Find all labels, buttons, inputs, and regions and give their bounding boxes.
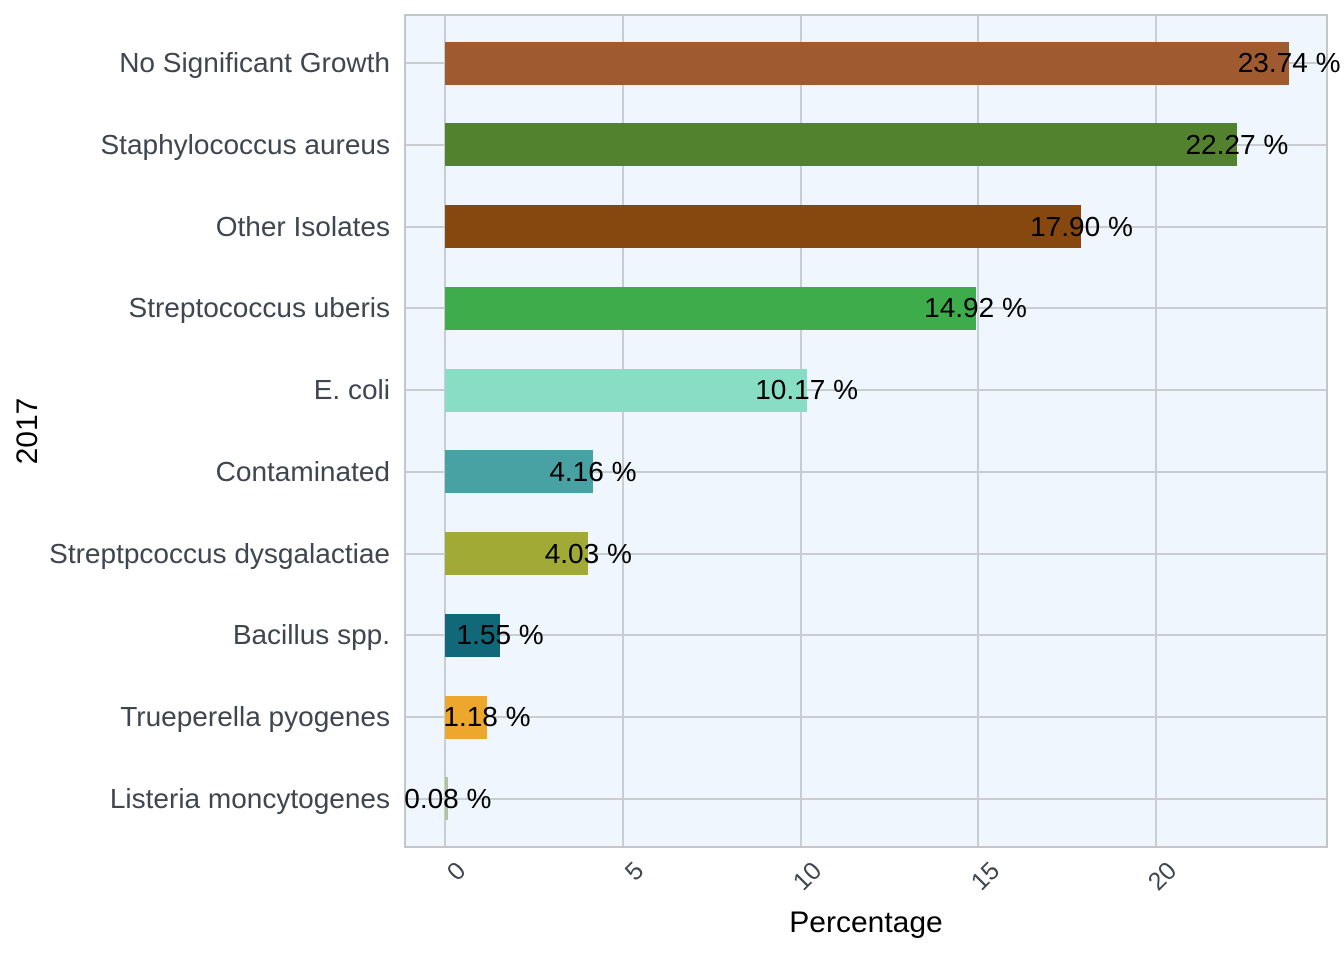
bar-value-label: 4.03 %: [544, 537, 632, 569]
x-axis-tick-label: 15: [965, 856, 1005, 897]
bar: [445, 777, 448, 821]
y-axis-category-label: Contaminated: [215, 455, 390, 487]
gridline-horizontal: [404, 797, 1328, 800]
bar-value-label: 0.08 %: [404, 782, 492, 814]
y-axis-category-label: E. coli: [313, 374, 390, 406]
x-axis-tick-label: 10: [787, 856, 827, 897]
bar: [445, 205, 1082, 249]
bar: [445, 450, 593, 494]
gridline-vertical: [799, 14, 802, 848]
plot-panel: 23.74 % 22.27 % 17.90 % 14.92 % 10.17 % 4.16 …: [404, 14, 1340, 848]
gridline-vertical: [621, 14, 624, 848]
y-axis-category-label: Bacillus spp.: [232, 619, 390, 651]
y-axis-category-label: No Significant Growth: [119, 47, 390, 78]
y-axis-category-labels: No Significant Growth Staphylococcus aure…: [0, 0, 392, 960]
x-axis-title: Percentage: [789, 906, 943, 939]
bar: [445, 613, 501, 657]
y-axis-category-label: Staphylococcus aureus: [100, 128, 390, 160]
gridline-horizontal: [404, 716, 1328, 719]
bar: [445, 123, 1237, 167]
bar-value-label: 17.90 %: [1030, 210, 1133, 242]
gridline-vertical: [1155, 14, 1158, 848]
y-axis-category-label: Trueperella pyogenes: [120, 701, 390, 733]
bar-value-label: 4.16 %: [549, 455, 637, 487]
x-axis-tick-label: 20: [1143, 856, 1183, 897]
bar: [445, 695, 487, 739]
bar: [445, 41, 1290, 85]
bar: [445, 286, 976, 330]
gridline-vertical: [977, 14, 980, 848]
x-axis-tick-label: 0: [441, 856, 472, 887]
gridline-horizontal: [404, 389, 1328, 392]
x-axis-tick-label: 5: [619, 856, 650, 887]
y-axis-category-label: Streptococcus uberis: [128, 292, 390, 324]
bar: [445, 368, 807, 412]
bar-value-label: 14.92 %: [924, 292, 1027, 324]
bar: [445, 532, 589, 576]
bar-value-label: 1.55 %: [456, 619, 544, 651]
y-axis-category-label: Other Isolates: [215, 210, 390, 242]
gridline-horizontal: [404, 552, 1328, 555]
bar-value-label: 22.27 %: [1185, 128, 1289, 160]
bar-value-label: 10.17 %: [755, 374, 858, 406]
y-axis-category-label: Streptpcoccus dysgalactiae: [49, 537, 390, 569]
gridline-horizontal: [404, 470, 1328, 473]
y-axis-category-label: Listeria moncytogenes: [109, 782, 390, 814]
bar-value-label: 1.18 %: [443, 701, 531, 733]
bar-value-label: 23.74 %: [1237, 47, 1341, 78]
gridline-horizontal: [404, 634, 1328, 637]
gridline-vertical: [444, 14, 446, 848]
